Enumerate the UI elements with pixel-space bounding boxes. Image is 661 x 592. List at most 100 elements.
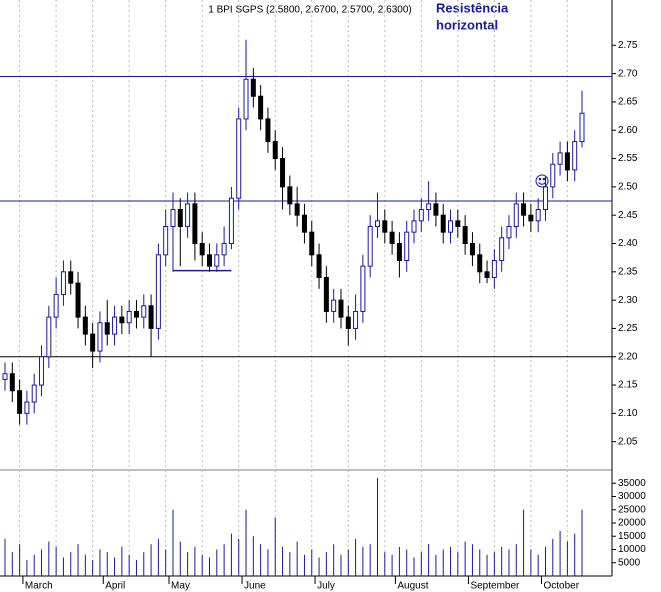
candle-body bbox=[207, 254, 213, 267]
candle-body bbox=[155, 254, 161, 329]
candle-body bbox=[170, 209, 176, 228]
x-tick-label: April bbox=[105, 581, 125, 592]
candle-body bbox=[280, 158, 286, 188]
candle-body bbox=[287, 186, 293, 205]
smiley bbox=[535, 174, 549, 188]
x-tick-label: September bbox=[470, 581, 520, 592]
candle-body bbox=[39, 356, 45, 386]
y-tick-label: 10000 bbox=[618, 544, 646, 555]
candle-body bbox=[82, 316, 88, 335]
y-tick-label: 2.65 bbox=[618, 97, 638, 108]
candle-body bbox=[301, 214, 307, 233]
candle-body bbox=[564, 152, 570, 171]
y-tick-label: 2.50 bbox=[618, 182, 638, 193]
candle-body bbox=[228, 197, 234, 244]
candle-body bbox=[448, 220, 454, 233]
candle-body bbox=[572, 141, 578, 171]
candle-body bbox=[338, 299, 344, 318]
candle-body bbox=[104, 322, 110, 335]
candle-body bbox=[557, 152, 563, 165]
candle-body bbox=[258, 95, 264, 120]
y-tick-label: 2.25 bbox=[618, 323, 638, 334]
candle-body bbox=[455, 220, 461, 228]
candle-body bbox=[404, 231, 410, 261]
candle-body bbox=[90, 333, 96, 352]
candle-body bbox=[499, 237, 505, 261]
candle-body bbox=[68, 271, 74, 284]
y-tick-label: 20000 bbox=[618, 518, 646, 529]
candle-body bbox=[148, 305, 154, 329]
candle-body bbox=[24, 401, 30, 414]
y-tick-label: 2.05 bbox=[618, 436, 638, 447]
candle-body bbox=[214, 254, 220, 267]
candle-body bbox=[433, 203, 439, 216]
x-tick-label: March bbox=[25, 581, 53, 592]
candle-body bbox=[192, 203, 198, 244]
candle-body bbox=[177, 209, 183, 228]
y-tick-label: 2.55 bbox=[618, 153, 638, 164]
y-tick-label: 25000 bbox=[618, 504, 646, 515]
candle-body bbox=[360, 265, 366, 312]
candle-body bbox=[9, 373, 15, 392]
x-tick-label: October bbox=[543, 581, 579, 592]
x-tick-label: August bbox=[397, 581, 428, 592]
y-tick-label: 2.75 bbox=[618, 40, 638, 51]
candle-body bbox=[440, 214, 446, 233]
x-tick-label: May bbox=[171, 581, 190, 592]
y-tick-label: 5000 bbox=[618, 557, 641, 568]
candle-body bbox=[542, 186, 548, 211]
candle-body bbox=[17, 390, 23, 414]
candle-body bbox=[353, 310, 359, 329]
candle-body bbox=[250, 78, 256, 97]
candle-body bbox=[396, 242, 402, 261]
candle-body bbox=[426, 203, 432, 211]
x-tick-label: July bbox=[317, 581, 335, 592]
candle-body bbox=[133, 310, 139, 318]
candle-body bbox=[323, 276, 329, 312]
chart-title: 1 BPI SGPS (2.5800, 2.6700, 2.5700, 2.63… bbox=[208, 5, 411, 16]
candle-body bbox=[236, 118, 242, 199]
candle-body bbox=[535, 209, 541, 222]
y-tick-label: 2.40 bbox=[618, 238, 638, 249]
candle-body bbox=[112, 316, 118, 335]
candle-body bbox=[462, 226, 468, 244]
candle-body bbox=[331, 299, 337, 312]
candle-body bbox=[550, 163, 556, 188]
candle-body bbox=[491, 259, 497, 278]
y-tick-label: 35000 bbox=[618, 478, 646, 489]
y-tick-label: 2.10 bbox=[618, 408, 638, 419]
candle-body bbox=[60, 271, 66, 295]
candle-body bbox=[46, 316, 52, 358]
y-tick-label: 2.35 bbox=[618, 266, 638, 277]
candle-body bbox=[382, 220, 388, 233]
y-tick-label: 2.45 bbox=[618, 210, 638, 221]
y-tick-label: 2.15 bbox=[618, 380, 638, 391]
candle-body bbox=[2, 373, 8, 380]
candle-body bbox=[265, 118, 271, 143]
candle-body bbox=[528, 214, 534, 222]
y-tick-label: 2.60 bbox=[618, 125, 638, 136]
candle-body bbox=[185, 203, 191, 228]
candle-body bbox=[579, 112, 585, 143]
y-tick-label: 15000 bbox=[618, 531, 646, 542]
candle-body bbox=[521, 203, 527, 216]
candle-body bbox=[243, 78, 249, 120]
candle-body bbox=[506, 226, 512, 239]
candle-body bbox=[309, 231, 315, 256]
candle-body bbox=[418, 209, 424, 222]
candle-body bbox=[374, 220, 380, 228]
candle-body bbox=[389, 231, 395, 244]
candle-body bbox=[53, 293, 59, 318]
candle-body bbox=[31, 384, 37, 403]
x-tick-label: June bbox=[244, 581, 266, 592]
candle-body bbox=[199, 242, 205, 256]
candle-body bbox=[484, 271, 490, 278]
y-tick-label: 2.70 bbox=[618, 68, 638, 79]
candle-body bbox=[119, 316, 125, 324]
annotation: Resistência bbox=[436, 0, 509, 15]
candle-body bbox=[126, 310, 132, 324]
candle-body bbox=[513, 203, 519, 228]
annotation: horizontal bbox=[436, 17, 498, 32]
candle-body bbox=[316, 254, 322, 278]
